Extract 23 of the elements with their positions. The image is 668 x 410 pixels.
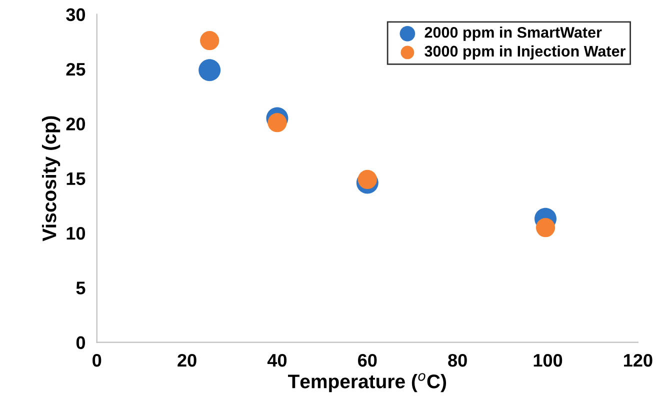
y-tick-label: 30 [66, 8, 86, 22]
legend-label: 2000 ppm in SmartWater [424, 26, 602, 41]
x-tick-label: 0 [92, 354, 102, 367]
y-tick-label: 10 [66, 226, 86, 240]
y-tick-label: 15 [66, 172, 86, 186]
y-tick-label: 5 [76, 282, 86, 294]
point [536, 218, 556, 238]
legend-label: 3000 ppm in Injection Water [424, 45, 626, 60]
x-tick-label: 120 [624, 354, 652, 367]
y-tick-label: 20 [66, 118, 86, 130]
y-tick-label: 0 [76, 336, 86, 350]
point [268, 113, 287, 132]
x-tick-label: 100 [534, 354, 562, 367]
x-tick-label: 20 [178, 354, 196, 367]
x-tick-label: 60 [358, 354, 377, 367]
x-axis-title: Temperature ($^{o}$C) [288, 373, 446, 392]
x-tick-label: 40 [267, 354, 287, 367]
point [198, 59, 221, 82]
point [358, 170, 377, 190]
x-tick-label: 80 [448, 354, 467, 367]
y-axis-title: Viscosity (cp) [42, 116, 60, 242]
point [200, 31, 220, 50]
y-tick-label: 25 [66, 62, 86, 76]
